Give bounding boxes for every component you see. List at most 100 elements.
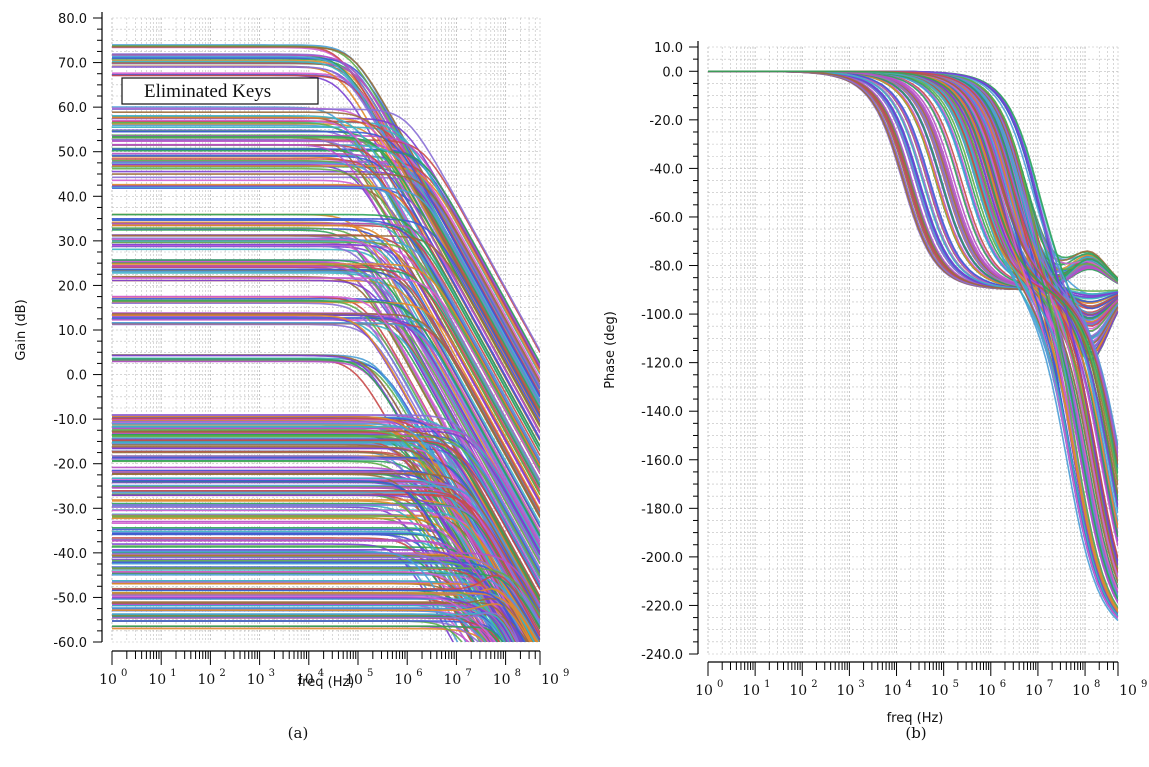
gain-series-line [112,603,512,642]
gain-series-line [112,562,540,626]
y-tick-label: -60.0 [53,636,87,651]
gain-series-line [112,502,540,630]
gain-series-line [112,143,540,505]
gain-series-line [112,130,540,397]
y-tick-label: -200.0 [641,551,683,566]
y-tick-label: 30.0 [58,235,87,250]
panel-b-caption: (b) [905,724,926,742]
x-tick-label: 10 2 [197,668,225,688]
gain-series-line [112,596,508,642]
gain-series-line [112,272,540,559]
x-tick-label: 10 0 [695,679,723,699]
gain-series-line [112,550,467,642]
gain-series-line [112,74,540,414]
gain-series-line [112,108,540,351]
gain-series-line [112,572,540,628]
x-tick-label: 10 9 [1119,679,1147,699]
phase-series-line [708,70,1118,474]
y-tick-label: -30.0 [53,502,87,517]
gain-series-line [112,224,540,510]
y-tick-label: 70.0 [58,57,87,72]
x-tick-exponent: 8 [1094,679,1100,690]
gain-series-line [112,558,525,642]
gain-series-line [112,520,506,642]
x-tick-exponent: 0 [717,679,723,690]
gain-series-line [112,567,540,617]
gain-series-line [112,592,539,642]
x-tick-exponent: 9 [1141,679,1147,690]
x-tick-base: 10 [345,672,363,688]
y-tick-label: 0.0 [662,65,683,80]
gain-series-line [112,173,540,383]
gain-series-line [112,138,540,481]
gain-series-line [112,268,540,528]
y-tick-label: -220.0 [641,599,683,614]
y-tick-label: 10.0 [654,41,683,56]
gain-series-line [112,472,540,613]
x-tick-exponent: 5 [953,679,959,690]
y-tick-label: -80.0 [649,260,683,275]
gain-series-line [112,625,470,642]
gain-series-line [112,620,463,642]
phase-axes: 10.0 0.0 -20.0 -40.0 -60.0 -80.0 -100.0 -120.0 -… [641,41,1147,699]
y-tick-label: -10.0 [53,413,87,428]
x-tick-exponent: 9 [563,668,569,679]
gain-series-line [112,213,540,447]
x-tick-exponent: 3 [858,679,864,690]
gain-series-line [112,57,540,390]
y-tick-label: -180.0 [641,502,683,517]
gain-series-line [112,457,530,642]
x-tick-label: 10 2 [789,679,817,699]
x-tick-exponent: 3 [269,668,275,679]
x-tick-exponent: 7 [1047,679,1053,690]
x-tick-label: 10 1 [742,679,770,699]
gain-series-line [112,487,540,636]
y-tick-label: -160.0 [641,454,683,469]
y-tick-label: -120.0 [641,357,683,372]
gain-series-line [112,537,473,642]
gain-series-line [112,555,523,642]
x-tick-exponent: 8 [515,668,521,679]
x-tick-label: 10 9 [541,668,569,688]
x-tick-label: 10 6 [394,668,422,688]
gain-curves [112,44,540,642]
x-tick-label: 10 5 [345,668,373,688]
x-tick-exponent: 5 [367,668,373,679]
x-tick-base: 10 [197,672,215,688]
gain-series-line [112,420,522,642]
gain-series-line [112,248,540,540]
gain-series-line [112,234,540,426]
gain-series-line [112,540,519,642]
gain-series-line [112,422,540,571]
gain-series-line [112,300,540,537]
y-tick-label: 40.0 [58,190,87,205]
x-tick-base: 10 [493,672,511,688]
panel-a-caption: (a) [288,724,309,742]
x-tick-exponent: 6 [1000,679,1006,690]
gain-series-line [112,429,525,642]
gain-y-axis-label: Gain (dB) [14,299,29,360]
x-tick-base: 10 [884,683,902,699]
x-tick-base: 10 [541,672,559,688]
gain-series-line [112,490,540,629]
y-tick-label: 10.0 [58,324,87,339]
x-tick-label: 10 7 [443,668,471,688]
y-tick-label: -140.0 [641,405,683,420]
annotation-text: Eliminated Keys [144,81,271,102]
phase-chart-panel: 10.0 0.0 -20.0 -40.0 -60.0 -80.0 -100.0 -120.0 -… [603,41,1147,742]
y-tick-label: -100.0 [641,308,683,323]
x-tick-base: 10 [789,683,807,699]
y-tick-label: -240.0 [641,648,683,663]
gain-series-line [112,301,540,500]
x-tick-exponent: 1 [170,668,176,679]
gain-series-line [112,589,526,642]
x-tick-base: 10 [978,683,996,699]
x-tick-exponent: 0 [121,668,127,679]
x-tick-base: 10 [247,672,265,688]
x-tick-base: 10 [836,683,854,699]
gain-series-line [112,611,519,642]
x-tick-exponent: 4 [906,679,912,690]
x-tick-label: 10 4 [296,668,324,688]
gain-series-line [112,509,526,642]
